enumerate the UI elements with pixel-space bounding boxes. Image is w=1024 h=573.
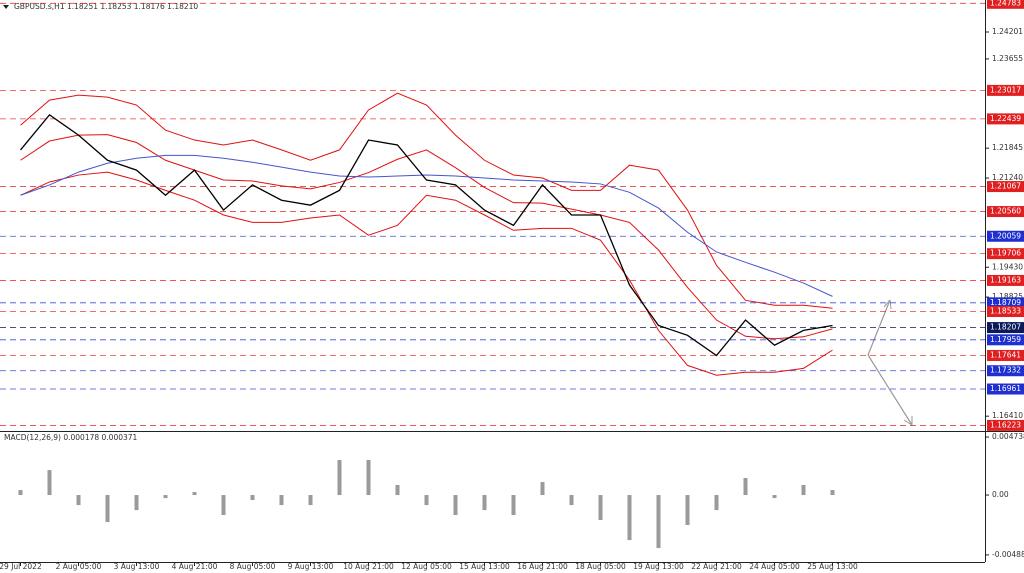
level-label-box [987,349,1024,361]
level-label-box [987,306,1024,318]
x-tick-label: 15 Aug 13:00 [459,562,510,571]
macd-bar [482,495,487,511]
x-tick-label: 8 Aug 05:00 [230,562,276,571]
x-tick-label: 25 Aug 13:00 [807,562,858,571]
level-label-box [987,419,1024,431]
level-label: 1.16223 [990,420,1021,429]
level-label: 1.19706 [990,249,1021,258]
level-label-box [987,248,1024,260]
level-label-box [987,84,1024,96]
macd-bar [279,495,284,506]
y-tick-label: 1.21240 [992,173,1023,182]
macd-bar [337,460,342,496]
x-tick-label: 18 Aug 05:00 [575,562,626,571]
series-line [19,114,833,357]
y-tick-label: -0.004889 [992,550,1024,559]
macd-bar [163,495,168,499]
level-label-box [987,322,1024,334]
x-tick-label: 12 Aug 05:00 [401,562,452,571]
arrow-head [883,299,892,310]
x-tick-label: 10 Aug 21:00 [343,562,394,571]
level-label: 1.24783 [990,0,1021,7]
level-label: 1.17332 [990,366,1021,375]
y-tick-label: 1.24201 [992,27,1023,36]
macd-bar [511,495,516,515]
level-label: 1.20560 [990,207,1021,216]
macd-title: MACD(12,26,9) 0.000178 0.000371 [4,433,138,442]
level-label: 1.20059 [990,231,1021,240]
y-tick-label: 1.18825 [992,292,1023,301]
macd-bar [801,485,806,496]
level-label-box [987,274,1024,286]
y-tick-label: 1.19430 [992,262,1023,271]
macd-bar [18,490,23,496]
x-tick-label: 4 Aug 21:00 [172,562,218,571]
macd-bar [105,495,110,523]
macd-bar [424,495,429,506]
level-label-box [987,0,1024,9]
x-tick-label: 16 Aug 21:00 [517,562,568,571]
macd-bar [395,485,400,496]
level-label-box [987,230,1024,242]
level-label: 1.18533 [990,307,1021,316]
macd-bar [47,470,52,496]
macd-bar [221,495,226,515]
level-label: 1.23017 [990,85,1021,94]
level-label-box [987,334,1024,346]
y-tick-label: 1.16410 [992,411,1023,420]
level-label: 1.19163 [990,275,1021,284]
macd-bar [743,478,748,496]
y-tick-label: 0.004738 [992,432,1024,441]
macd-bar [569,495,574,506]
macd-bar [76,495,81,506]
level-label: 1.17641 [990,350,1021,359]
macd-bar [772,495,777,499]
x-tick-label: 29 Jul 2022 [0,562,42,571]
macd-bar [714,495,719,511]
macd-bar [685,495,690,526]
y-tick-label: 0.00 [992,490,1009,499]
y-tick-label: 1.23655 [992,54,1023,63]
macd-bar [656,495,661,549]
level-label: 1.21067 [990,182,1021,191]
arrow-down [867,354,913,426]
price-title: GBPUSD.s,H1 1.18251 1.18253 1.18176 1.18… [14,2,198,11]
macd-bar [540,482,545,496]
x-tick-label: 22 Aug 21:00 [691,562,742,571]
level-label: 1.18709 [990,298,1021,307]
series-line [20,134,833,340]
x-tick-label: 19 Aug 13:00 [633,562,684,571]
level-label: 1.17959 [990,335,1021,344]
macd-bar [250,495,255,501]
level-label: 1.22439 [990,114,1021,123]
macd-bar [134,495,139,511]
level-label-box [987,383,1024,395]
level-label-box [987,113,1024,125]
y-tick-label: 1.21845 [992,143,1023,152]
x-tick-label: 24 Aug 05:00 [749,562,800,571]
level-label-box [987,365,1024,377]
level-label-box [987,206,1024,218]
level-label: 1.18207 [990,323,1021,332]
title-icon [3,5,9,9]
series-line [20,92,833,309]
arrow-up [867,299,891,356]
macd-bar [598,495,603,521]
macd-bar [830,490,835,496]
x-tick-label: 9 Aug 13:00 [288,562,334,571]
series-line [20,154,833,297]
x-tick-label: 2 Aug 05:00 [56,562,102,571]
level-label: 1.16961 [990,384,1021,393]
macd-bar [366,460,371,496]
x-tick-label: 3 Aug 13:00 [114,562,160,571]
macd-bar [627,495,632,541]
level-label-box [987,181,1024,193]
macd-bar [308,495,313,506]
arrow-head [903,416,913,426]
macd-bar [453,495,458,515]
macd-bar [192,491,197,496]
level-label-box [987,297,1024,309]
